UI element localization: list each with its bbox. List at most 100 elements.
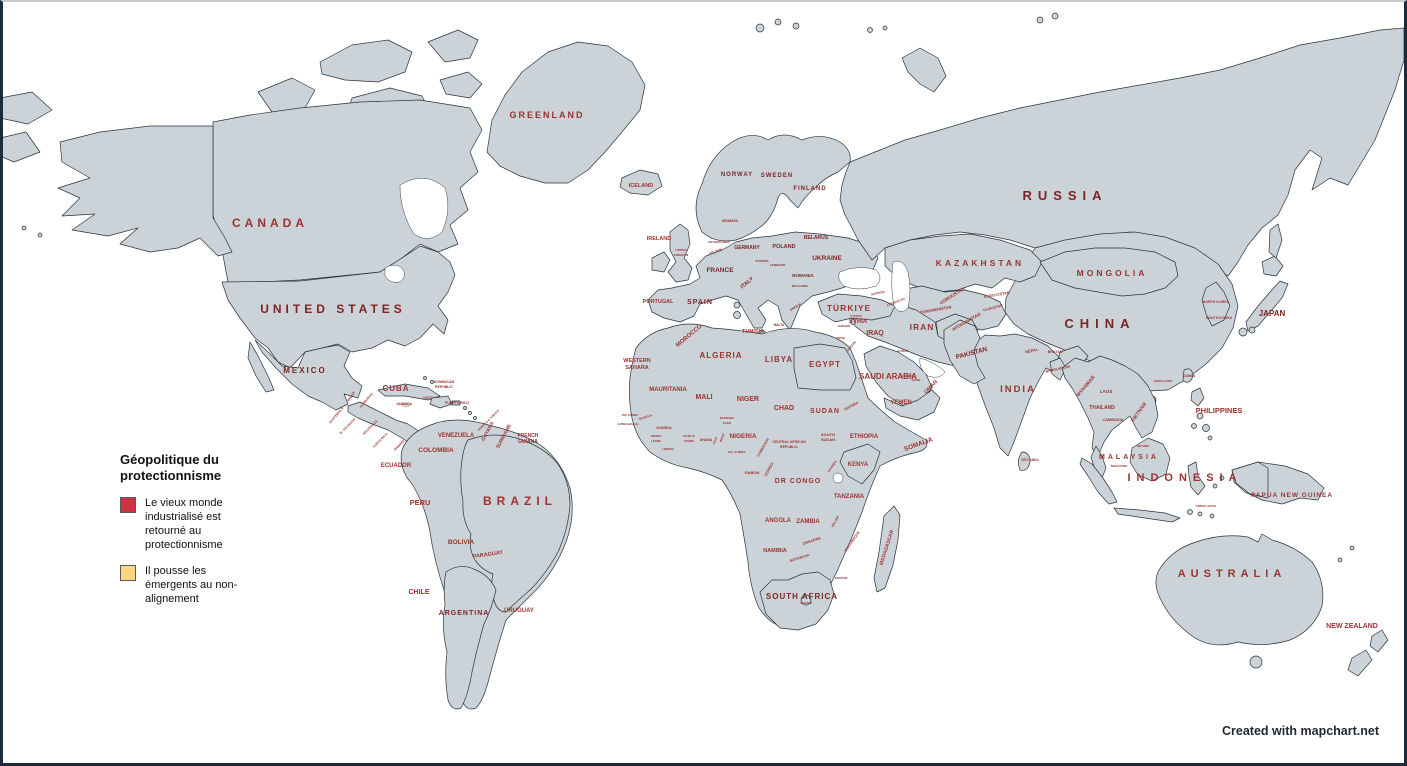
map-label: THAILAND (1089, 405, 1115, 411)
country-franz-josef[interactable] (867, 27, 873, 33)
country-turkiye[interactable] (817, 293, 896, 323)
country-antilles[interactable] (468, 411, 472, 415)
country-philippines[interactable] (1196, 412, 1204, 420)
country-indonesia-sulawesi[interactable] (1187, 461, 1206, 496)
map-label: NAMIBIA (763, 548, 787, 554)
country-taiwan[interactable] (1182, 368, 1194, 383)
map-label: KYRGYZSTAN (984, 291, 1010, 299)
country-argentina[interactable] (443, 566, 497, 710)
country-mongolia[interactable] (1039, 247, 1179, 297)
map-label: NEW ZEALAND (1326, 623, 1378, 630)
country-corsica[interactable] (733, 301, 741, 309)
country-philippines[interactable] (1190, 387, 1205, 407)
country-korea[interactable] (1201, 281, 1231, 327)
country-cyprus[interactable] (850, 319, 856, 325)
country-arctic-island[interactable] (319, 39, 413, 83)
country-melanesia[interactable] (1349, 545, 1355, 551)
country-arctic-island[interactable] (427, 29, 479, 63)
country-philippines[interactable] (1202, 424, 1210, 432)
country-severnaya-zemlya[interactable] (1051, 12, 1059, 20)
country-philippines[interactable] (1191, 423, 1197, 429)
country-novaya-zemlya[interactable] (901, 47, 947, 93)
country-indonesia-islands[interactable] (1209, 513, 1215, 519)
map-label: KUWAIT (897, 349, 908, 353)
country-aleutians[interactable] (37, 232, 43, 238)
country-indonesia-sumatra[interactable] (1079, 457, 1118, 505)
country-south-africa[interactable] (759, 571, 835, 631)
map-label: REPUBLIC (435, 385, 453, 389)
country-puerto-rico[interactable] (451, 400, 461, 406)
country-japan[interactable] (1238, 327, 1248, 337)
country-melanesia[interactable] (1337, 557, 1343, 563)
country-antilles[interactable] (473, 416, 477, 420)
country-antilles[interactable] (463, 406, 467, 410)
country-united-kingdom[interactable] (667, 223, 693, 283)
country-oman-yemen[interactable] (883, 389, 941, 421)
country-india[interactable] (971, 333, 1063, 457)
country-jamaica[interactable] (401, 402, 411, 408)
country-japan[interactable] (1248, 326, 1256, 334)
country-arctic-island[interactable] (257, 77, 316, 113)
country-svalbard[interactable] (792, 22, 800, 30)
country-indonesia-islands[interactable] (1212, 483, 1218, 489)
country-africa[interactable] (628, 323, 928, 629)
country-indonesia-islands[interactable] (1197, 511, 1203, 517)
country-scandinavia[interactable] (695, 134, 851, 242)
black-sea (838, 267, 881, 290)
map-label: QATAR (912, 378, 921, 382)
country-bahamas[interactable] (430, 380, 434, 384)
country-indonesia-java[interactable] (1113, 507, 1181, 523)
country-borneo[interactable] (1129, 437, 1171, 482)
country-hispaniola[interactable] (429, 395, 453, 409)
map-label: LIBERIA (662, 447, 675, 451)
country-indonesia-papua[interactable] (1231, 461, 1269, 499)
mapchart-attribution: Created with mapchart.net (1222, 724, 1379, 738)
country-bangladesh[interactable] (1049, 357, 1067, 381)
country-sardinia[interactable] (733, 311, 741, 319)
country-australia[interactable] (1155, 533, 1324, 646)
country-pakistan[interactable] (943, 319, 986, 385)
country-russia-chukotka[interactable] (0, 131, 41, 163)
country-kenya[interactable] (839, 443, 881, 485)
country-japan[interactable] (1261, 255, 1284, 277)
country-mexico[interactable] (254, 339, 363, 411)
map-label: GREENLAND (509, 110, 584, 120)
country-egypt[interactable] (793, 343, 857, 391)
country-alaska-usa[interactable] (57, 125, 233, 257)
country-ireland[interactable] (651, 251, 671, 273)
country-indonesia-islands[interactable] (1187, 509, 1193, 515)
country-philippines[interactable] (1207, 435, 1213, 441)
map-label: KINGDOM (674, 253, 689, 257)
country-brazil[interactable] (460, 434, 571, 613)
map-label: LIBYA (765, 355, 793, 364)
country-aleutians[interactable] (21, 225, 27, 231)
country-svalbard[interactable] (774, 18, 782, 26)
map-label: RUSSIA (1022, 188, 1107, 203)
country-madagascar[interactable] (873, 505, 901, 593)
map-label: BRUNEI (1137, 444, 1149, 448)
country-iceland[interactable] (619, 169, 663, 196)
country-arctic-island[interactable] (439, 71, 483, 99)
country-greenland[interactable] (486, 41, 646, 184)
country-indonesia-islands[interactable] (1219, 475, 1225, 481)
country-new-zealand[interactable] (1347, 649, 1373, 677)
country-mexico-baja[interactable] (247, 341, 275, 393)
country-franz-josef[interactable] (882, 25, 888, 31)
country-svalbard[interactable] (755, 23, 765, 33)
country-europe-mainland[interactable] (647, 231, 879, 331)
map-label: AZERBAIJAN (886, 297, 905, 308)
country-kazakhstan[interactable] (884, 233, 1043, 293)
country-lesotho[interactable] (800, 594, 812, 606)
country-tasmania[interactable] (1249, 655, 1263, 669)
country-new-zealand[interactable] (1369, 629, 1389, 653)
map-label: BELARUS (804, 235, 829, 241)
country-sakhalin[interactable] (1268, 223, 1283, 259)
country-bahamas[interactable] (423, 376, 427, 380)
map-label: IRAQ (866, 330, 884, 337)
country-severnaya-zemlya[interactable] (1036, 16, 1044, 24)
country-russia-chukotka[interactable] (0, 91, 53, 125)
country-sri-lanka[interactable] (1018, 451, 1031, 471)
map-label: PUERTO RICO (445, 401, 470, 405)
country-indochina[interactable] (1061, 355, 1159, 457)
